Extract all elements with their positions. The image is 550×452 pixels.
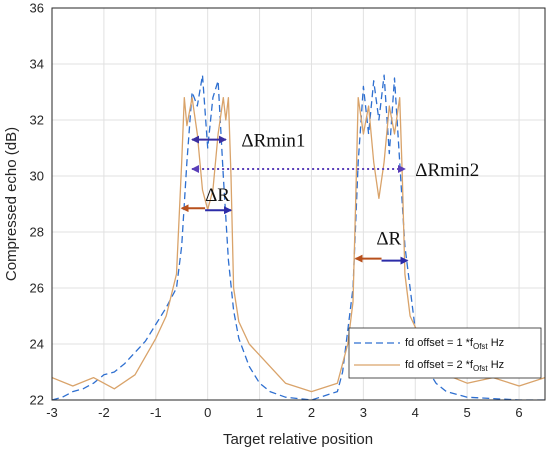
x-tick-label: 0	[204, 405, 211, 420]
legend-label-series-2: fd offset = 2 *fOfst Hz	[405, 359, 504, 373]
series-line-1	[52, 74, 545, 400]
x-tick-label: 1	[256, 405, 263, 420]
x-axis-label: Target relative position	[223, 431, 373, 448]
x-tick-label: -1	[150, 405, 162, 420]
dRmin2-label: ΔRmin2	[415, 160, 479, 181]
legend: fd offset = 1 *fOfst Hz fd offset = 2 *f…	[348, 327, 542, 379]
y-axis-label: Compressed echo (dB)	[3, 127, 20, 281]
y-tick-label: 36	[30, 1, 44, 16]
y-tick-label: 30	[30, 169, 44, 184]
x-tick-label: 4	[412, 405, 419, 420]
plot-frame	[51, 7, 546, 401]
x-tick-label: 6	[515, 405, 522, 420]
y-tick-label: 28	[30, 225, 44, 240]
y-tick-label: 22	[30, 393, 44, 408]
x-tick-label: -2	[98, 405, 110, 420]
legend-label-series-1: fd offset = 1 *fOfst Hz	[405, 337, 504, 351]
y-tick-label: 26	[30, 281, 44, 296]
annotations: ΔRmin1 ΔRmin2 ΔR ΔR	[180, 131, 479, 265]
y-tick-label: 32	[30, 113, 44, 128]
x-tick-label: 2	[308, 405, 315, 420]
legend-box	[348, 327, 542, 379]
dR1-label: ΔR	[205, 185, 230, 206]
x-tick-label: 5	[464, 405, 471, 420]
x-tick-label: 3	[360, 405, 367, 420]
y-tick-label: 24	[30, 337, 44, 352]
x-tick-label: -3	[46, 405, 58, 420]
y-tick-label: 34	[30, 57, 44, 72]
dRmin1-label: ΔRmin1	[241, 131, 305, 152]
dR2-label: ΔR	[376, 229, 401, 250]
